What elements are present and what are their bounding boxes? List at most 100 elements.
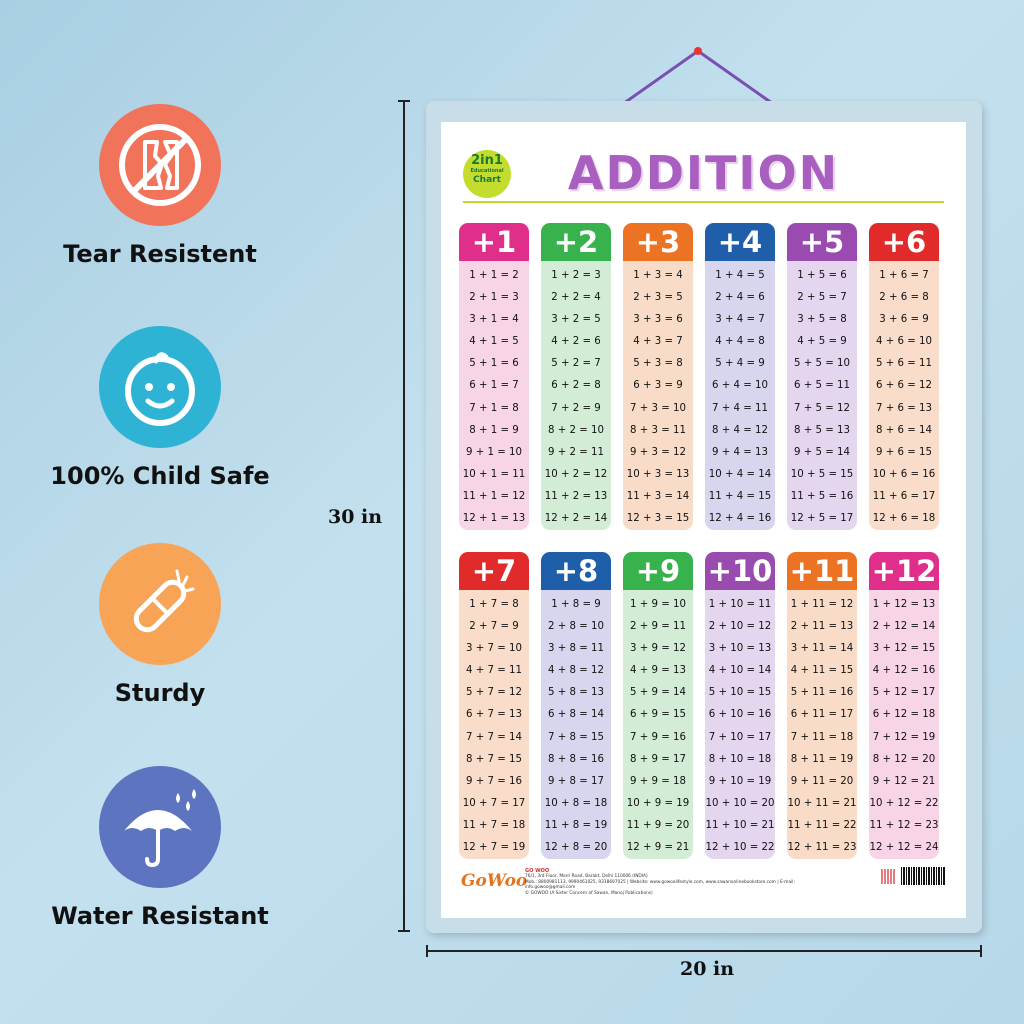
equation-row: 1 + 4 = 5 xyxy=(715,270,765,281)
equation-row: 4 + 7 = 11 xyxy=(466,665,522,677)
equation-row: 2 + 3 = 5 xyxy=(633,292,683,304)
equation-row: 5 + 12 = 17 xyxy=(872,687,936,699)
equation-row: 3 + 7 = 10 xyxy=(466,643,522,655)
equation-row: 9 + 9 = 18 xyxy=(630,775,686,787)
equation-row: 2 + 10 = 12 xyxy=(708,621,772,633)
addition-column: +1 1 + 1 = 2 2 + 1 = 3 3 + 1 = 4 4 + 1 = 5 5 … xyxy=(459,223,529,531)
equation-row: 2 + 2 = 4 xyxy=(551,292,601,304)
equation-row: 2 + 1 = 3 xyxy=(469,292,519,304)
column-header: +5 xyxy=(787,223,857,261)
equation-row: 5 + 6 = 11 xyxy=(876,358,932,370)
addition-poster: 2in1 Educational Chart ADDITION +1 1 + 1 … xyxy=(441,122,966,918)
equation-row: 8 + 10 = 18 xyxy=(708,753,772,765)
equation-row: 9 + 6 = 15 xyxy=(876,446,932,458)
feature-label: 100% Child Safe xyxy=(50,462,270,490)
equation-row: 4 + 6 = 10 xyxy=(876,336,932,348)
equation-row: 6 + 7 = 13 xyxy=(466,709,522,721)
equation-row: 8 + 7 = 15 xyxy=(466,753,522,765)
addition-column: +12 1 + 12 = 13 2 + 12 = 14 3 + 12 = 15 4 + … xyxy=(869,552,939,860)
column-body: 1 + 11 = 12 2 + 11 = 13 3 + 11 = 14 4 + 11 … xyxy=(787,590,857,860)
equation-row: 3 + 11 = 14 xyxy=(790,643,854,655)
equation-row: 12 + 8 = 20 xyxy=(544,842,608,854)
equation-row: 9 + 11 = 20 xyxy=(790,775,854,787)
equation-row: 7 + 4 = 11 xyxy=(712,402,768,414)
title-underline xyxy=(463,201,944,203)
equation-row: 10 + 4 = 14 xyxy=(708,468,772,480)
equation-row: 1 + 11 = 12 xyxy=(790,599,854,610)
feature-child-safe: 100% Child Safe xyxy=(0,326,320,490)
column-body: 1 + 10 = 11 2 + 10 = 12 3 + 10 = 13 4 + 10 … xyxy=(705,590,775,860)
equation-row: 7 + 2 = 9 xyxy=(551,402,601,414)
equation-row: 6 + 8 = 14 xyxy=(548,709,604,721)
equation-row: 12 + 5 = 17 xyxy=(790,513,854,525)
equation-row: 2 + 6 = 8 xyxy=(879,292,929,304)
equation-row: 1 + 12 = 13 xyxy=(872,599,936,610)
addition-column: +4 1 + 4 = 5 2 + 4 = 6 3 + 4 = 7 4 + 4 = 8 5 … xyxy=(705,223,775,531)
equation-row: 7 + 11 = 18 xyxy=(790,731,854,743)
equation-row: 12 + 7 = 19 xyxy=(462,842,526,854)
poster-footer: GoWoo GO WOO 76/1, 3rd Floor, Marri Road… xyxy=(461,867,946,907)
equation-row: 4 + 3 = 7 xyxy=(633,336,683,348)
column-header: +4 xyxy=(705,223,775,261)
educational-chart-logo: 2in1 Educational Chart xyxy=(463,150,511,198)
equation-row: 4 + 12 = 16 xyxy=(872,665,936,677)
equation-row: 7 + 8 = 15 xyxy=(548,731,604,743)
hook-pin xyxy=(694,47,702,55)
addition-column: +11 1 + 11 = 12 2 + 11 = 13 3 + 11 = 14 4 + … xyxy=(787,552,857,860)
equation-row: 5 + 9 = 14 xyxy=(630,687,686,699)
equation-row: 4 + 5 = 9 xyxy=(797,336,847,348)
equation-row: 9 + 3 = 12 xyxy=(630,446,686,458)
equation-row: 8 + 3 = 11 xyxy=(630,424,686,436)
addition-column: +3 1 + 3 = 4 2 + 3 = 5 3 + 3 = 6 4 + 3 = 7 5 … xyxy=(623,223,693,531)
feature-label: Water Resistant xyxy=(51,902,269,930)
equation-row: 12 + 3 = 15 xyxy=(626,513,690,525)
equation-row: 10 + 1 = 11 xyxy=(462,468,526,480)
height-label: 30 in xyxy=(328,506,383,528)
equation-row: 1 + 8 = 9 xyxy=(551,599,601,610)
feature-label: Sturdy xyxy=(114,679,206,707)
equation-row: 6 + 10 = 16 xyxy=(708,709,772,721)
equation-row: 9 + 7 = 16 xyxy=(466,775,522,787)
equation-row: 6 + 4 = 10 xyxy=(712,380,768,392)
feature-water-resistant: Water Resistant xyxy=(0,766,320,930)
equation-row: 3 + 3 = 6 xyxy=(633,314,683,326)
equation-row: 2 + 4 = 6 xyxy=(715,292,765,304)
addition-column: +7 1 + 7 = 8 2 + 7 = 9 3 + 7 = 10 4 + 7 = 11… xyxy=(459,552,529,860)
gowoo-logo: GoWoo xyxy=(461,871,528,891)
equation-row: 6 + 2 = 8 xyxy=(551,380,601,392)
equation-row: 12 + 4 = 16 xyxy=(708,513,772,525)
equation-row: 10 + 6 = 16 xyxy=(872,468,936,480)
column-body: 1 + 8 = 9 2 + 8 = 10 3 + 8 = 11 4 + 8 = 12 5… xyxy=(541,590,611,860)
equation-row: 10 + 8 = 18 xyxy=(544,797,608,809)
addition-column: +5 1 + 5 = 6 2 + 5 = 7 3 + 5 = 8 4 + 5 = 9 5 … xyxy=(787,223,857,531)
equation-row: 11 + 2 = 13 xyxy=(544,490,608,502)
equation-row: 5 + 3 = 8 xyxy=(633,358,683,370)
qr-code xyxy=(881,869,896,884)
equation-row: 9 + 10 = 19 xyxy=(708,775,772,787)
equation-row: 1 + 5 = 6 xyxy=(797,270,847,281)
column-body: 1 + 7 = 8 2 + 7 = 9 3 + 7 = 10 4 + 7 = 11 5 … xyxy=(459,590,529,860)
equation-row: 5 + 7 = 12 xyxy=(466,687,522,699)
column-body: 1 + 6 = 7 2 + 6 = 8 3 + 6 = 9 4 + 6 = 10 5 +… xyxy=(869,261,939,531)
equation-row: 9 + 12 = 21 xyxy=(872,775,936,787)
column-header: +3 xyxy=(623,223,693,261)
equation-row: 2 + 5 = 7 xyxy=(797,292,847,304)
equation-row: 8 + 4 = 12 xyxy=(712,424,768,436)
column-body: 1 + 3 = 4 2 + 3 = 5 3 + 3 = 6 4 + 3 = 7 5 + … xyxy=(623,261,693,531)
column-header: +7 xyxy=(459,552,529,590)
column-body: 1 + 12 = 13 2 + 12 = 14 3 + 12 = 15 4 + 12 … xyxy=(869,590,939,860)
equation-row: 8 + 11 = 19 xyxy=(790,753,854,765)
column-header: +2 xyxy=(541,223,611,261)
equation-row: 11 + 5 = 16 xyxy=(790,490,854,502)
equation-row: 11 + 11 = 22 xyxy=(787,819,857,831)
equation-row: 9 + 4 = 13 xyxy=(712,446,768,458)
column-header: +1 xyxy=(459,223,529,261)
umbrella-rain-icon xyxy=(99,766,221,888)
equation-row: 5 + 1 = 6 xyxy=(469,358,519,370)
addition-column: +2 1 + 2 = 3 2 + 2 = 4 3 + 2 = 5 4 + 2 = 6 5 … xyxy=(541,223,611,531)
equation-row: 11 + 7 = 18 xyxy=(462,819,526,831)
torn-paper-icon xyxy=(99,104,221,226)
equation-row: 2 + 7 = 9 xyxy=(469,621,519,633)
feature-tear-resistant: Tear Resistent xyxy=(0,104,320,268)
equation-row: 8 + 9 = 17 xyxy=(630,753,686,765)
